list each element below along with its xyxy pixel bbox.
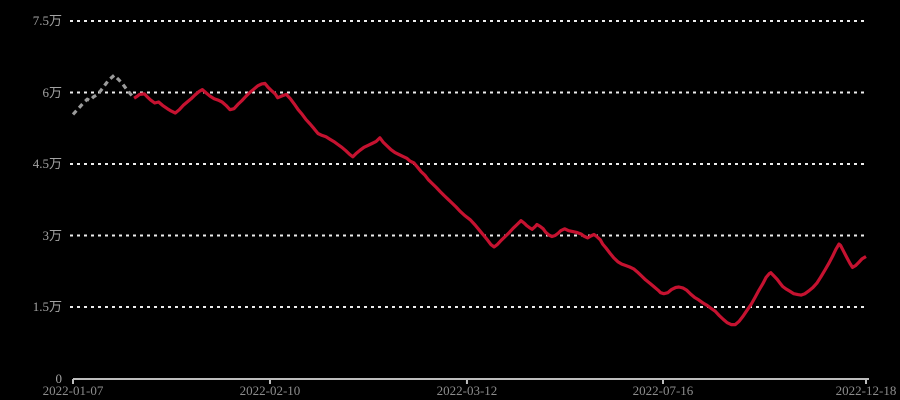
x-tick-label-2022-03-12: 2022-03-12 [436, 383, 498, 398]
x-tick-label-2022-07-16: 2022-07-16 [632, 383, 694, 398]
x-tick-label-2022-12-18: 2022-12-18 [835, 383, 897, 398]
x-tick-label-2022-02-10: 2022-02-10 [239, 383, 301, 398]
y-tick-label-1-5wan: 1.5万 [32, 299, 62, 314]
y-tick-label-4-5wan: 4.5万 [32, 156, 62, 171]
y-tick-label-0: 0 [55, 370, 63, 386]
y-tick-label-7-5wan: 7.5万 [32, 13, 62, 28]
x-tick-label-2022-01-07: 2022-01-07 [42, 383, 104, 398]
y-tick-label-6wan: 6万 [42, 84, 62, 100]
main-series [133, 81, 867, 327]
leading-dashed-segment [71, 73, 136, 116]
y-tick-label-3wan: 3万 [42, 227, 62, 243]
